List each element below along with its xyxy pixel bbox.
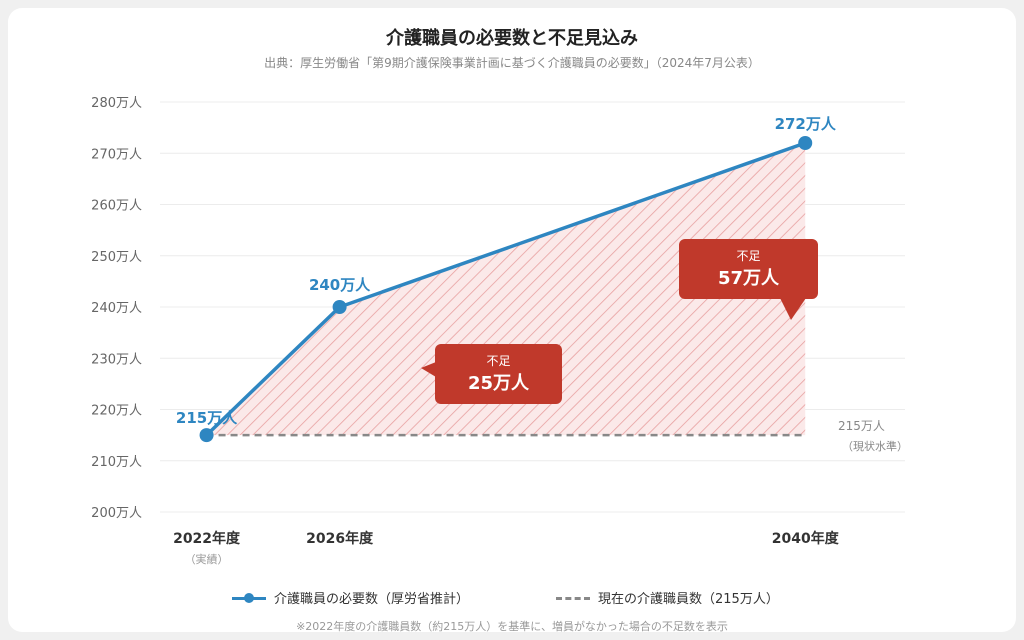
chart-title: 介護職員の必要数と不足見込み [386, 28, 638, 49]
legend-dash-swatch [556, 593, 590, 603]
data-point [199, 428, 214, 443]
y-tick-label: 240万人 [91, 301, 142, 316]
y-tick-label: 210万人 [91, 455, 142, 470]
callout-tail [421, 362, 436, 377]
y-tick-label: 280万人 [91, 96, 142, 111]
shortage-callout: 不足 57万人 [679, 239, 818, 320]
x-tick-label: 2040年度 [772, 530, 840, 547]
line-chart: 200万人 210万人 220万人 230万人 240万人 250万人 260万人 270万人… [91, 96, 908, 566]
y-tick-label: 250万人 [91, 250, 142, 265]
baseline-label: 215万人 [838, 419, 885, 433]
y-tick-label: 260万人 [91, 199, 142, 214]
callout-box [435, 344, 562, 404]
legend-item-current: 現在の介護職員数（215万人） [556, 588, 779, 607]
legend-line-swatch [232, 592, 266, 603]
legend-label-required: 介護職員の必要数（厚労省推計） [274, 592, 470, 607]
legend: 介護職員の必要数（厚労省推計） 現在の介護職員数（215万人） [0, 588, 1024, 610]
y-tick-label: 230万人 [91, 352, 142, 367]
callout-value: 25万人 [468, 373, 530, 394]
x-tick-sublabel: （実績） [185, 552, 229, 566]
callout-value: 57万人 [718, 268, 780, 289]
data-point [332, 300, 347, 314]
callout-title: 不足 [486, 354, 510, 368]
legend-label-current: 現在の介護職員数（215万人） [598, 592, 779, 607]
y-tick-label: 220万人 [91, 404, 142, 419]
data-label: 272万人 [775, 115, 837, 133]
data-point [798, 136, 813, 150]
shortage-area [206, 143, 806, 436]
legend-item-required: 介護職員の必要数（厚労省推計） [232, 588, 469, 607]
x-tick-label: 2022年度 [173, 530, 241, 547]
footnote: ※2022年度の介護職員数（約215万人）を基準に、増員がなかった場合の不足数を… [296, 620, 728, 633]
y-tick-label: 200万人 [91, 506, 142, 521]
callout-box [679, 239, 818, 299]
y-tick-label: 270万人 [91, 147, 142, 162]
data-label: 240万人 [309, 276, 371, 294]
x-tick-label: 2026年度 [306, 530, 374, 547]
chart-subtitle: 出典：厚生労働省「第9期介護保険事業計画に基づく介護職員の必要数」（2024年7… [264, 56, 760, 70]
callout-title: 不足 [736, 249, 760, 263]
data-label: 215万人 [176, 409, 238, 427]
callout-tail [780, 298, 806, 320]
shortage-callout: 不足 25万人 [421, 344, 562, 404]
baseline-sublabel: （現状水準） [842, 439, 908, 453]
